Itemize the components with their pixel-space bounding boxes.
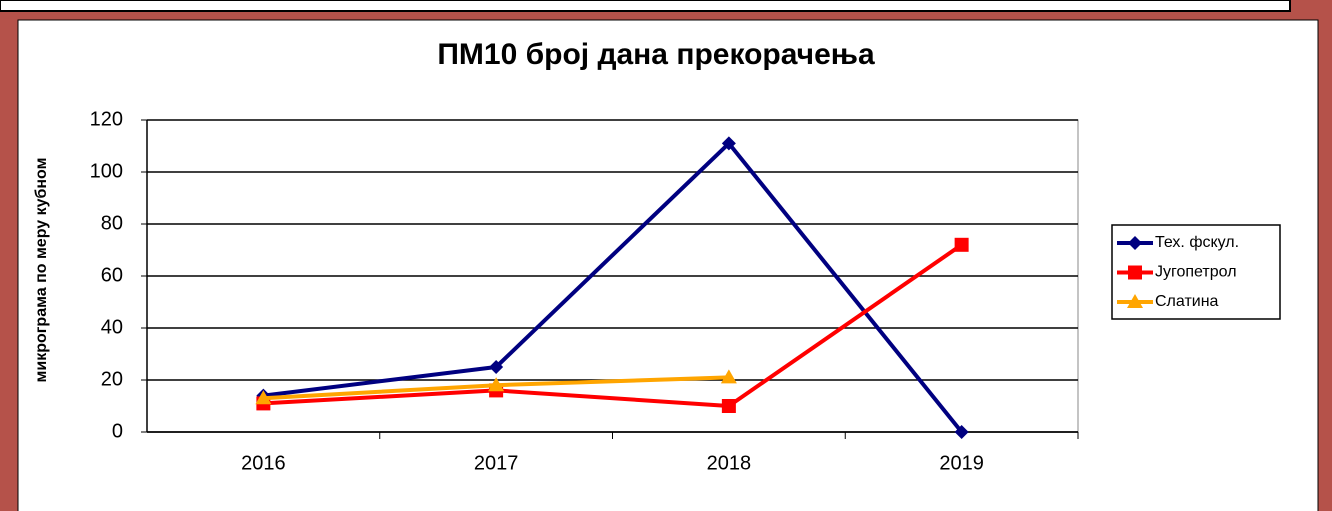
legend-label: Југопетрол: [1155, 264, 1237, 281]
y-tick-label: 40: [101, 316, 123, 338]
legend-marker: [1127, 294, 1143, 308]
x-tick-label: 2018: [707, 452, 752, 474]
marker: [721, 136, 736, 151]
marker: [488, 377, 505, 392]
series-line: [263, 243, 963, 408]
legend-label: Слатина: [1155, 293, 1219, 310]
y-tick-label: 60: [101, 264, 123, 286]
marker: [721, 399, 736, 413]
y-axis-label: микрограма по меру кубном: [33, 158, 50, 383]
series-line: [263, 141, 964, 434]
marker: [954, 237, 969, 252]
x-tick-label: 2017: [474, 452, 519, 474]
legend-marker: [1128, 236, 1142, 250]
chart-panel: [17, 19, 1319, 511]
x-tick-label: 2019: [939, 452, 984, 474]
marker: [489, 360, 504, 374]
marker: [720, 369, 737, 384]
top-strip: [0, 0, 1291, 12]
y-tick-label: 80: [101, 212, 123, 234]
chart-title: ПМ10 број дана прекорачења: [437, 38, 875, 71]
y-tick-label: 20: [101, 368, 123, 390]
y-tick-label: 120: [90, 108, 123, 130]
x-tick-label: 2016: [241, 452, 286, 474]
legend-marker: [1128, 265, 1142, 280]
y-tick-label: 0: [112, 420, 123, 442]
legend-label: Тех. фскул.: [1155, 234, 1239, 251]
marker: [954, 425, 969, 439]
marker: [255, 390, 272, 405]
y-tick-label: 100: [90, 160, 123, 182]
